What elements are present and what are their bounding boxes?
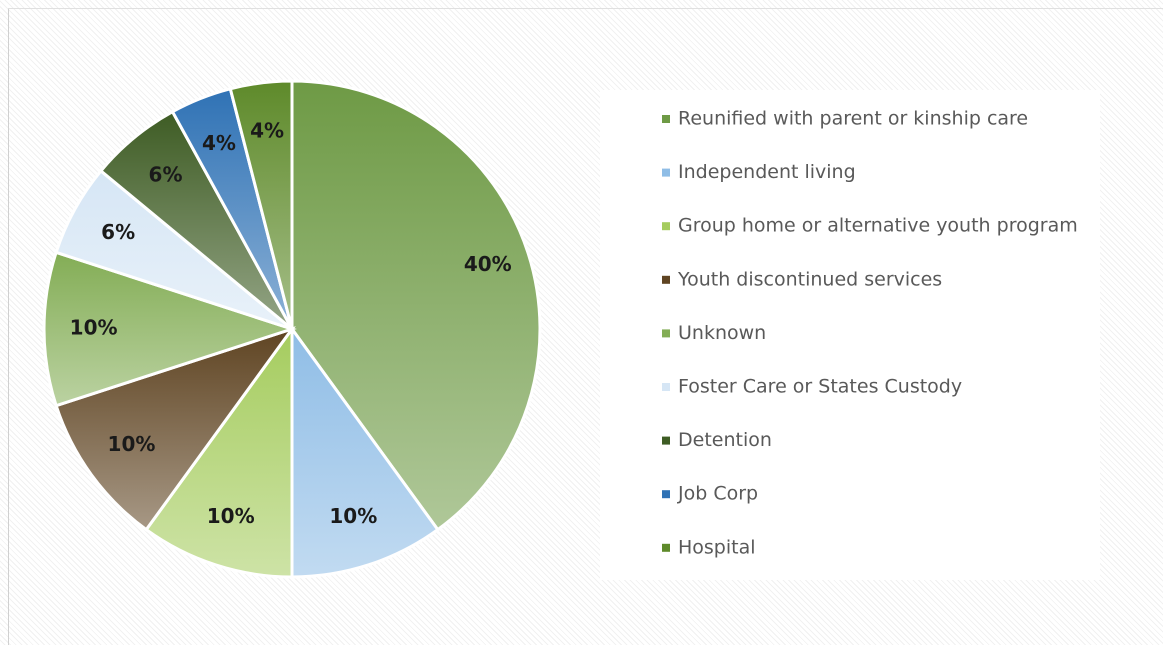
data-label: 40% bbox=[464, 252, 512, 276]
legend-label: Detention bbox=[678, 429, 772, 451]
data-label: 10% bbox=[207, 504, 255, 528]
slice bbox=[144, 324, 294, 579]
data-label: 6% bbox=[101, 220, 135, 244]
legend-swatch bbox=[662, 115, 670, 123]
slice bbox=[54, 326, 296, 532]
data-label: 4% bbox=[250, 119, 284, 143]
legend-label: Reunified with parent or kinship care bbox=[678, 108, 1028, 130]
legend-label: Youth discontinued services bbox=[677, 268, 942, 290]
data-label: 6% bbox=[149, 163, 183, 187]
legend-box bbox=[600, 90, 1100, 580]
legend-swatch bbox=[662, 222, 670, 231]
slice bbox=[290, 324, 440, 579]
legend-swatch bbox=[662, 168, 670, 177]
legend-swatch bbox=[662, 275, 670, 284]
data-label: 10% bbox=[70, 316, 118, 340]
legend-label: Hospital bbox=[678, 536, 756, 558]
data-label: 4% bbox=[202, 131, 236, 155]
data-label: 10% bbox=[108, 432, 156, 456]
legend-swatch bbox=[662, 490, 670, 499]
legend-label: Group home or alternative youth program bbox=[678, 215, 1078, 237]
legend-label: Independent living bbox=[678, 161, 856, 183]
legend-swatch bbox=[662, 436, 670, 445]
legend-label: Foster Care or States Custody bbox=[678, 376, 962, 398]
slice bbox=[228, 79, 294, 330]
legend-swatch bbox=[662, 543, 670, 552]
legend-swatch bbox=[662, 329, 670, 338]
legend-swatch bbox=[662, 383, 670, 391]
data-label: 10% bbox=[329, 504, 377, 528]
slice bbox=[290, 79, 542, 532]
legend-label: Job Corp bbox=[677, 483, 758, 505]
slice bbox=[42, 250, 297, 408]
legend-label: Unknown bbox=[678, 322, 766, 344]
